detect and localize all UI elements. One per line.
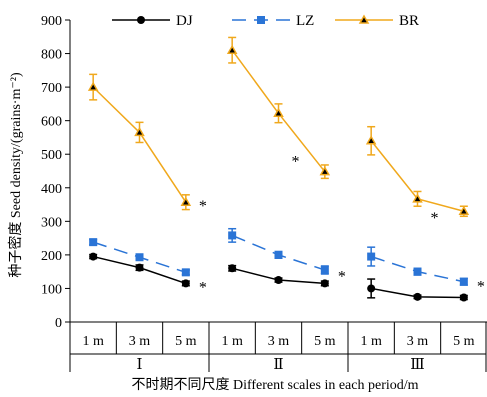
data-point-dj: [135, 263, 144, 272]
x-axis-label: 不时期不同尺度 Different scales in each period/…: [131, 377, 418, 393]
y-tick-label: 600: [41, 115, 62, 130]
data-point-dj: [181, 279, 190, 288]
x-tick-label: 1 m: [221, 334, 243, 349]
series-line-br: [92, 86, 187, 203]
legend-label-br: BR: [399, 13, 419, 29]
y-tick-label: 300: [41, 215, 62, 230]
data-point-lz: [320, 265, 329, 274]
axes: 0 100 200 300 400 500 600 700 800 900 1 m 3 m 5 m Ⅰ 1 …: [41, 14, 487, 373]
series-lz: [89, 227, 468, 286]
y-tick-label: 400: [41, 182, 62, 197]
data-point-br: [319, 166, 331, 176]
x-tick-label: 1 m: [82, 334, 104, 349]
data-point-br: [180, 196, 192, 206]
y-tick-label: 0: [55, 316, 62, 331]
x-tick-label: 5 m: [314, 334, 336, 349]
significance-marker: *: [477, 278, 485, 295]
data-point-dj: [89, 252, 98, 261]
significance-marker: *: [199, 279, 207, 296]
data-point-lz: [459, 277, 468, 286]
x-tick-label: 1 m: [360, 334, 382, 349]
significance-marker: *: [431, 210, 439, 227]
x-tick-label: 3 m: [129, 334, 151, 349]
data-point-dj: [228, 264, 237, 273]
y-tick-label: 900: [41, 14, 62, 29]
data-point-br: [365, 135, 377, 145]
data-point-lz: [274, 250, 283, 259]
x-tick-label: 5 m: [175, 334, 197, 349]
significance-marker: *: [292, 154, 300, 171]
significance-marker: *: [338, 268, 346, 285]
data-point-lz: [413, 267, 422, 276]
data-point-lz: [228, 231, 237, 240]
data-point-br: [458, 205, 470, 216]
x-tick-label: 5 m: [453, 334, 475, 349]
legend-marker-dj: [137, 16, 145, 24]
data-point-lz: [89, 238, 98, 247]
series-br: [87, 36, 470, 218]
series-layer: [87, 36, 470, 302]
legend-label-dj: DJ: [176, 13, 193, 29]
y-tick-label: 800: [41, 48, 62, 63]
x-tick-label: 3 m: [407, 334, 429, 349]
x-tick-label: 3 m: [268, 334, 290, 349]
legend-marker-br: [358, 14, 370, 24]
group-label: Ⅰ: [137, 357, 143, 373]
series-dj: [89, 252, 468, 302]
data-point-dj: [367, 284, 376, 293]
data-point-dj: [274, 276, 283, 285]
data-point-dj: [320, 279, 329, 288]
annotation-layer: * * * * * *: [199, 154, 485, 297]
legend-label-lz: LZ: [296, 13, 314, 29]
significance-marker: *: [199, 198, 207, 215]
data-point-lz: [181, 268, 190, 277]
data-point-br: [273, 107, 284, 118]
y-tick-label: 100: [41, 282, 62, 297]
data-point-br: [412, 193, 423, 203]
data-point-lz: [135, 253, 144, 262]
data-point-dj: [459, 293, 468, 302]
group-label: Ⅲ: [410, 357, 424, 373]
y-axis-label: 种子密度 Seed density/(grains·m⁻²): [7, 72, 24, 278]
y-tick-label: 500: [41, 148, 62, 163]
y-tick-label: 200: [41, 249, 62, 264]
data-point-dj: [413, 292, 422, 301]
y-tick-label: 700: [41, 81, 62, 96]
data-point-br: [134, 126, 145, 137]
legend: DJ LZ BR: [112, 13, 419, 29]
data-point-br: [226, 44, 238, 54]
data-point-lz: [367, 252, 376, 261]
data-point-br: [87, 81, 99, 91]
legend-marker-lz: [257, 16, 265, 24]
group-label: Ⅱ: [273, 357, 283, 373]
